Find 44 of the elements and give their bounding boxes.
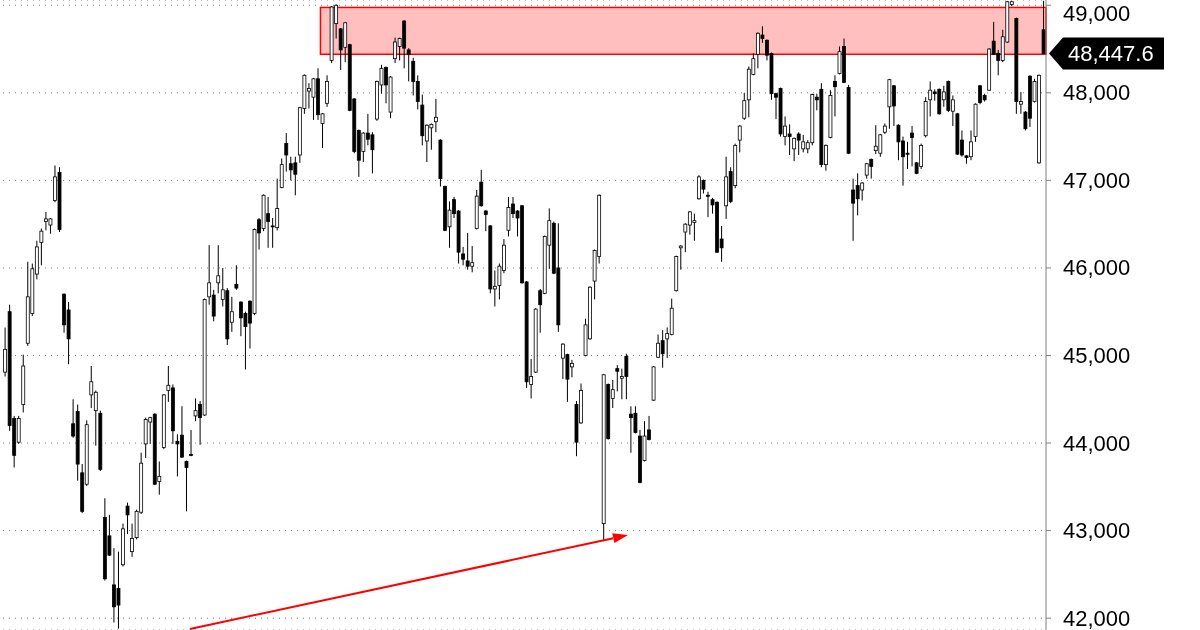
candlestick [660, 329, 665, 369]
y-tick-label: 45,000 [1063, 343, 1131, 368]
y-tick-label: 49,000 [1063, 0, 1131, 26]
candlestick [792, 136, 797, 162]
candlestick [361, 131, 366, 163]
candlestick [692, 213, 697, 242]
candlestick [615, 364, 620, 392]
candlestick [193, 397, 198, 422]
candlestick [279, 157, 284, 189]
candlestick [506, 196, 511, 237]
candlestick [406, 47, 411, 82]
candlestick [325, 74, 329, 108]
candlestick [125, 502, 130, 535]
candlestick [928, 80, 933, 117]
candlestick [869, 157, 874, 180]
candlestick [1041, 0, 1046, 55]
candlestick [787, 123, 792, 156]
candlestick [873, 124, 878, 155]
candlestick [189, 429, 193, 457]
candlestick [465, 232, 470, 271]
candlestick [483, 209, 488, 232]
candlestick [39, 228, 44, 266]
candlestick [293, 156, 298, 196]
candlestick [275, 178, 280, 231]
y-tick-label: 43,000 [1063, 518, 1131, 544]
candlestick [234, 264, 239, 291]
y-tick-label: 48,000 [1063, 80, 1131, 106]
candlestick [184, 460, 189, 512]
candlestick [624, 353, 629, 400]
candlestick [288, 156, 293, 181]
candlestick [284, 132, 289, 173]
candlestick [742, 92, 747, 121]
y-tick-label: 42,000 [1063, 605, 1131, 630]
candlestick [796, 131, 801, 156]
y-tick-label: 44,000 [1063, 430, 1131, 456]
candlestick [89, 365, 94, 409]
candlestick [737, 124, 742, 153]
y-tick-label: 46,000 [1063, 255, 1131, 281]
candlestick [678, 244, 683, 271]
candlestick [216, 244, 221, 294]
candlestick [311, 77, 316, 121]
candlestick [116, 551, 121, 630]
text: 48,447.6 [1068, 41, 1154, 67]
y-tick-label: 47,000 [1063, 167, 1131, 193]
